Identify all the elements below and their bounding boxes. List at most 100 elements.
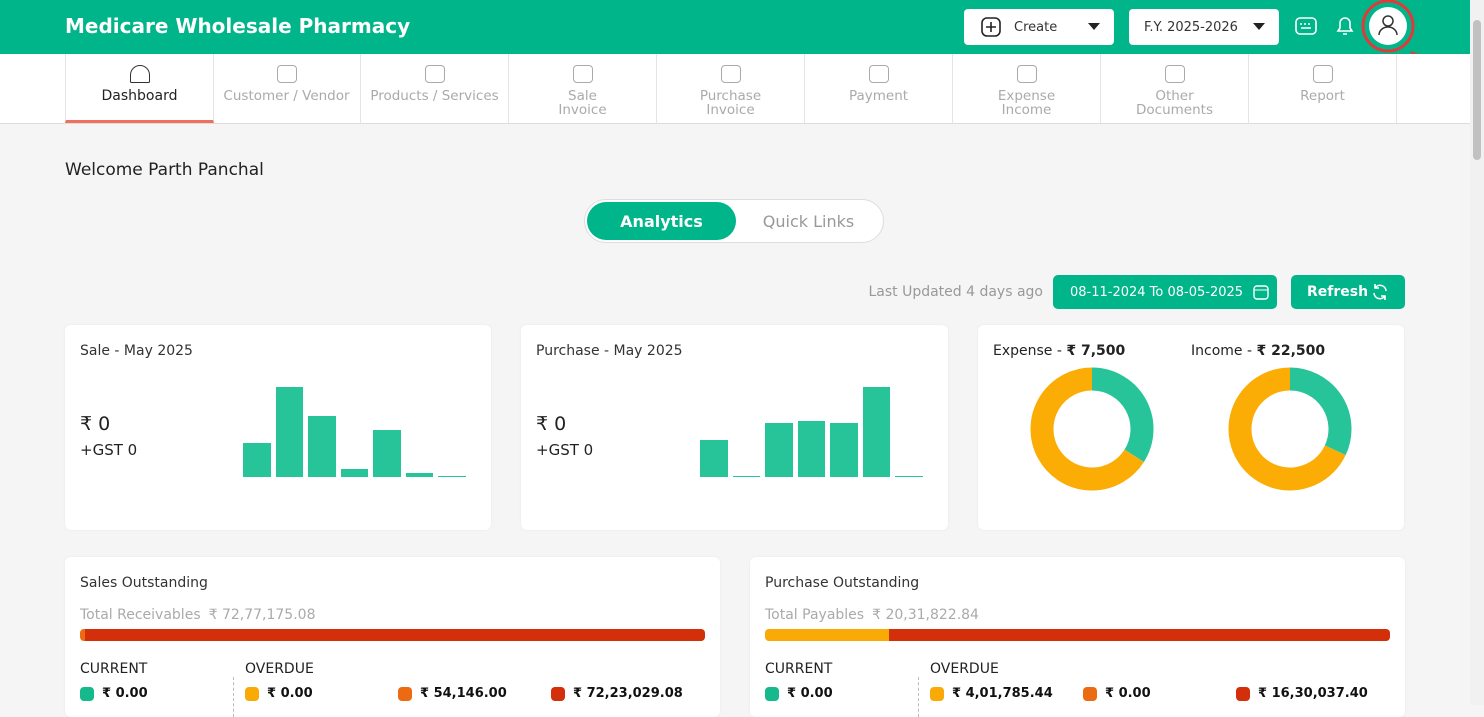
legend-amount: ₹ 0.00 [1105,686,1151,701]
legend-swatch [398,686,412,701]
mini-bar-chart [700,385,923,477]
nav-tab[interactable]: Products / Services [361,54,509,123]
current-heading: CURRENT [80,661,148,677]
overdue-heading: OVERDUE [930,661,999,677]
current-heading: CURRENT [765,661,833,677]
sale-card: Sale - May 2025 ₹ 0 +GST 0 [65,325,491,530]
nav-tab[interactable]: Payment [805,54,953,123]
nav-label: Other [1155,88,1194,104]
view-toggle: Analytics Quick Links [584,199,884,243]
nav-icon [720,65,741,83]
mini-bar-chart [243,385,466,477]
nav-label: Sale [568,88,597,104]
card-title: Purchase Outstanding [765,575,920,591]
bar [830,423,858,477]
bar [405,472,433,477]
bell-icon[interactable] [1333,13,1357,39]
legend-swatch [245,686,259,701]
legend-item: ₹ 0.00 [245,686,313,701]
nav-icon [868,65,889,83]
bar [732,476,760,477]
donut-amount: ₹ 22,500 [1256,343,1326,359]
legend-swatch [930,686,944,701]
legend-swatch [80,686,94,701]
donut-amount: ₹ 7,500 [1066,343,1126,359]
legend-amount: ₹ 54,146.00 [420,686,507,701]
nav-tab[interactable]: Purchase Invoice [657,54,805,123]
bar [308,415,336,477]
gst: +GST 0 [536,441,594,459]
date-range-label: 08-11-2024 To 08-05-2025 [1070,284,1244,300]
card-title: Sales Outstanding [80,575,208,591]
donut-segment [1030,367,1144,491]
last-updated: Last Updated 4 days ago [868,284,1043,300]
scrollbar [1470,0,1484,705]
welcome: Welcome Parth Panchal [65,160,264,180]
refresh-button[interactable]: Refresh [1291,275,1405,309]
nav-label: Purchase [699,88,762,104]
nav-tab[interactable]: Sale Invoice [509,54,657,123]
fy-select[interactable]: F.Y. 2025-2026 [1129,9,1279,45]
bar [895,476,923,477]
legend-item: ₹ 72,23,029.08 [551,686,683,701]
bar [438,476,466,477]
legend-swatch [1083,686,1097,701]
nav-icon [1016,65,1037,83]
tab-quick-links[interactable]: Quick Links [762,211,855,231]
nav-icon [424,65,445,83]
bar [243,442,271,477]
amount: ₹ 0 [80,413,111,435]
bar-segment [765,629,889,641]
sales-outstanding-card: Sales Outstanding Total Receivables ₹ 72,7… [65,557,720,717]
tab-analytics[interactable]: Analytics [587,202,736,240]
donut [1228,367,1352,491]
total-label: Total Payables [765,607,865,623]
app-title: Medicare Wholesale Pharmacy [65,14,411,38]
purchase-card: Purchase - May 2025 ₹ 0 +GST 0 [521,325,948,530]
refresh-icon [1373,284,1387,300]
total-value: ₹ 72,77,175.08 [208,607,316,623]
profile-button[interactable] [1358,0,1418,54]
legend-swatch [765,686,779,701]
nav-label: Expense [997,88,1056,104]
donut-title: Expense - ₹ 7,500 [993,343,1125,359]
nav-tab[interactable]: Customer / Vendor [213,54,361,123]
nav-label: Documents [1136,102,1213,118]
total-value: ₹ 20,31,822.84 [872,607,979,623]
card-title: Purchase - May 2025 [536,343,683,359]
nav-tab[interactable]: Dashboard [65,54,214,123]
bar [340,468,368,477]
bar-segment [888,629,1390,641]
legend-amount: ₹ 72,23,029.08 [573,686,683,701]
legend-item: ₹ 0.00 [1083,686,1151,701]
plus-icon [981,17,1001,37]
nav-icon [276,65,297,83]
amount: ₹ 0 [536,413,567,435]
nav-icon [1164,65,1185,83]
nav-tab[interactable]: Report [1249,54,1397,123]
nav-label: Dashboard [101,88,178,104]
bar [373,430,401,477]
divider [233,677,234,717]
donut [1030,367,1154,491]
keyboard-icon[interactable] [1294,14,1318,38]
fy-label: F.Y. 2025-2026 [1144,19,1238,35]
nav-tab[interactable]: Expense Income [953,54,1101,123]
nav-bar: Dashboard Customer / Vendor Products / Ser… [0,54,1470,124]
nav-icon [1312,65,1333,83]
nav-label: Payment [848,88,909,104]
date-range[interactable]: 08-11-2024 To 08-05-2025 [1053,275,1277,309]
donut-title: Income - ₹ 22,500 [1191,343,1325,359]
legend-item: ₹ 0.00 [765,686,833,701]
nav-label: Income [1001,102,1052,118]
nav-tab[interactable]: Other Documents [1101,54,1249,123]
legend-amount: ₹ 0.00 [267,686,313,701]
legend-amount: ₹ 16,30,037.40 [1258,686,1368,701]
purchase-outstanding-card: Purchase Outstanding Total Payables ₹ 20,3… [750,557,1405,717]
bar-segment [80,629,85,641]
overdue-heading: OVERDUE [245,661,314,677]
nav-label: Invoice [706,102,755,118]
legend-swatch [551,686,565,701]
create-button[interactable]: Create [964,9,1114,45]
